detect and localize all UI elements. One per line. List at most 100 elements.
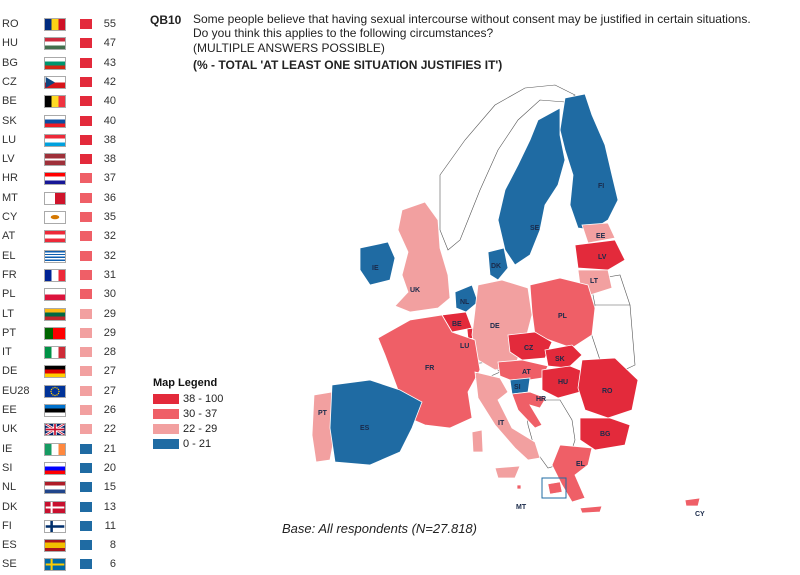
map-country-ie	[359, 241, 396, 286]
country-value: 27	[103, 384, 116, 397]
country-row: AT 32	[0, 227, 140, 246]
map-country-bg	[579, 417, 631, 451]
country-value: 55	[103, 18, 116, 30]
europe-map-svg: FI SE EE LV LT DK IE UK NL BE LU DE PL C…	[311, 84, 705, 518]
country-code: FI	[2, 519, 12, 532]
flag-icon	[44, 307, 66, 321]
map-label-se: SE	[530, 225, 540, 232]
value-swatch	[80, 501, 92, 512]
map-label-lt: LT	[590, 278, 599, 285]
map-country-ro	[577, 357, 639, 419]
country-code: BG	[2, 56, 18, 69]
map-label-at: AT	[522, 369, 532, 376]
value-swatch	[80, 520, 92, 531]
map-label-fr: FR	[425, 365, 434, 372]
country-code: EE	[2, 404, 17, 416]
country-value: 32	[103, 249, 116, 262]
flag-icon	[44, 539, 66, 553]
country-value: 38	[103, 133, 116, 146]
country-value: 36	[103, 191, 116, 204]
legend-swatch	[153, 394, 179, 404]
flag-icon	[44, 461, 66, 475]
flag-icon	[44, 153, 66, 167]
country-value: 37	[103, 172, 116, 185]
map-label-nl: NL	[460, 299, 470, 306]
map-label-hr: HR	[536, 396, 546, 403]
country-code: CY	[2, 211, 18, 223]
flag-icon	[44, 442, 66, 456]
country-row: CY 35	[0, 208, 140, 227]
country-row: RO 55	[0, 15, 140, 34]
flag-icon	[44, 500, 66, 514]
country-code: ES	[2, 539, 17, 552]
map-label-si: SI	[514, 384, 521, 391]
country-row: SK 40	[0, 112, 140, 131]
country-row: HU 47	[0, 34, 140, 53]
malta-inset-box	[541, 477, 567, 499]
country-code: LU	[2, 133, 17, 146]
value-swatch	[80, 212, 92, 222]
country-row: LV 38	[0, 150, 140, 169]
country-code: SE	[2, 558, 17, 571]
flag-icon	[44, 56, 66, 70]
map-label-pt: PT	[318, 410, 328, 417]
chart-subtitle: (% - TOTAL 'AT LEAST ONE SITUATION JUSTI…	[193, 58, 503, 72]
map-country-mt	[516, 484, 522, 490]
value-swatch	[80, 327, 92, 338]
country-code: SK	[2, 114, 17, 127]
value-swatch	[80, 115, 92, 126]
map-country-dk	[487, 247, 509, 281]
map-label-ro: RO	[602, 388, 613, 395]
country-row: BG 43	[0, 54, 140, 73]
value-swatch	[80, 76, 92, 87]
country-value: 43	[103, 56, 116, 69]
country-row: MT 36	[0, 189, 140, 208]
country-row: EE 26	[0, 401, 140, 420]
flag-icon	[44, 191, 66, 205]
map-label-uk: UK	[410, 287, 420, 294]
map-label-mt: MT	[516, 504, 527, 511]
country-row: BE 40	[0, 92, 140, 111]
value-swatch	[80, 540, 92, 551]
country-code: HR	[2, 172, 18, 185]
flag-icon	[44, 37, 66, 51]
map-country-cz	[507, 331, 553, 361]
country-row: UK 22	[0, 420, 140, 439]
map-label-lv: LV	[598, 254, 607, 261]
map-label-ie: IE	[372, 265, 379, 272]
country-value: 8	[109, 539, 116, 552]
map-country-se	[497, 107, 566, 266]
country-code: IT	[2, 346, 12, 359]
country-row: FR 31	[0, 266, 140, 285]
map-country-fi	[559, 93, 619, 231]
value-swatch	[80, 192, 92, 203]
value-swatch	[80, 424, 92, 435]
country-value: 47	[103, 37, 116, 50]
country-row: PL 30	[0, 285, 140, 304]
flag-icon	[44, 346, 66, 360]
country-code: NL	[2, 481, 17, 494]
country-row: IT 28	[0, 343, 140, 362]
country-code: LT	[2, 307, 15, 320]
map-label-el: EL	[576, 461, 586, 468]
base-note: Base: All respondents (N=27.818)	[282, 521, 477, 536]
country-row: DE 27	[0, 362, 140, 381]
country-value: 13	[103, 500, 116, 513]
country-value: 30	[103, 288, 116, 301]
country-code: FR	[2, 268, 17, 281]
map-country-lv	[574, 239, 626, 271]
country-value: 35	[103, 211, 116, 223]
flag-icon	[44, 114, 66, 128]
map-country-es	[329, 379, 423, 466]
legend-title: Map Legend	[153, 377, 218, 389]
map-label-hu: HU	[558, 379, 568, 386]
value-swatch	[80, 269, 92, 280]
flag-icon	[44, 326, 66, 340]
map-label-bg: BG	[600, 431, 611, 438]
map-label-be: BE	[452, 321, 462, 328]
country-row: EU28 27	[0, 382, 140, 401]
country-code: RO	[2, 18, 19, 30]
flag-icon	[44, 423, 66, 437]
flag-icon	[44, 404, 66, 417]
country-row: LU 38	[0, 131, 140, 150]
